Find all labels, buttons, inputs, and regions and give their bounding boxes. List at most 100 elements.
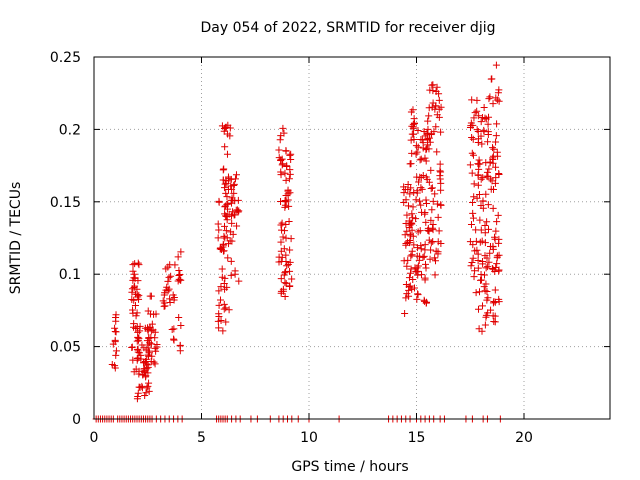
data-point [220,184,228,192]
data-point [177,321,185,329]
data-point [286,258,294,266]
data-point [468,258,476,266]
data-point [408,247,416,255]
data-point [406,282,414,290]
data-point [404,238,412,246]
data-point [489,312,497,320]
data-point [467,262,475,270]
data-point [485,258,493,266]
y-tick-label: 0.1 [59,267,81,283]
data-point [141,368,149,376]
data-point [487,185,495,193]
data-point [435,96,443,104]
data-point [428,184,436,192]
data-point [129,261,137,269]
data-point [473,126,481,134]
data-point [466,161,474,169]
data-point [133,356,141,364]
data-point [131,302,139,310]
data-point [483,218,491,226]
data-point [407,265,415,273]
data-point [472,289,480,297]
data-point [468,149,476,157]
data-point [479,302,487,310]
y-tick-label: 0.2 [59,122,81,138]
data-point [222,189,230,197]
data-point [429,81,437,89]
data-point [406,221,414,229]
data-point [223,193,231,201]
data-point [469,209,477,217]
data-point [493,96,501,104]
data-point [215,197,223,205]
data-point [425,112,433,120]
data-point [275,146,283,154]
data-point [429,238,437,246]
data-point [111,362,119,370]
data-point [400,257,408,265]
data-point [485,225,493,233]
data-point [488,265,496,273]
data-point [486,249,494,257]
data-point [484,138,492,146]
y-tick-label: 0.15 [50,195,81,211]
data-point [489,204,497,212]
data-point [221,180,229,188]
data-point [175,313,183,321]
data-points [92,61,504,423]
data-point [219,176,227,184]
data-point [133,323,141,331]
data-point [279,233,287,241]
data-point [140,365,148,373]
data-point [221,234,229,242]
data-point [493,254,501,262]
data-point [467,119,475,127]
data-point [280,245,288,253]
data-point [282,147,290,155]
data-point [133,309,141,317]
data-point [282,176,290,184]
data-point [490,318,498,326]
data-point [436,175,444,183]
data-point [281,169,289,177]
data-point [412,150,420,158]
data-point [147,357,155,365]
data-point [492,138,500,146]
data-point [215,312,223,320]
x-tick-labels: 0 5 10 15 20 [90,430,533,446]
data-point [230,189,238,197]
data-point [428,103,436,111]
data-point [145,379,153,387]
data-point [474,171,482,179]
data-point [165,273,173,281]
data-point [493,260,501,268]
data-point [469,135,477,143]
data-point [412,215,420,223]
data-point [281,227,289,235]
data-point [136,327,144,335]
data-point [474,181,482,189]
data-point [480,103,488,111]
data-point [402,240,410,248]
data-point [128,288,136,296]
data-point [142,389,150,397]
data-point [227,257,235,265]
data-point [480,271,488,279]
data-point [134,392,142,400]
data-point [426,134,434,142]
data-point [474,127,482,135]
data-point [437,201,445,209]
data-point [493,218,501,226]
data-point [147,292,155,300]
data-point [151,360,159,368]
data-point [134,277,142,285]
data-point [215,226,223,234]
data-point [491,286,499,294]
data-point [224,254,232,262]
data-point [112,347,120,355]
x-tick-label: 5 [197,430,206,446]
data-point [477,175,485,183]
plot-frame [93,56,611,420]
data-point [481,221,489,229]
data-point [425,226,433,234]
